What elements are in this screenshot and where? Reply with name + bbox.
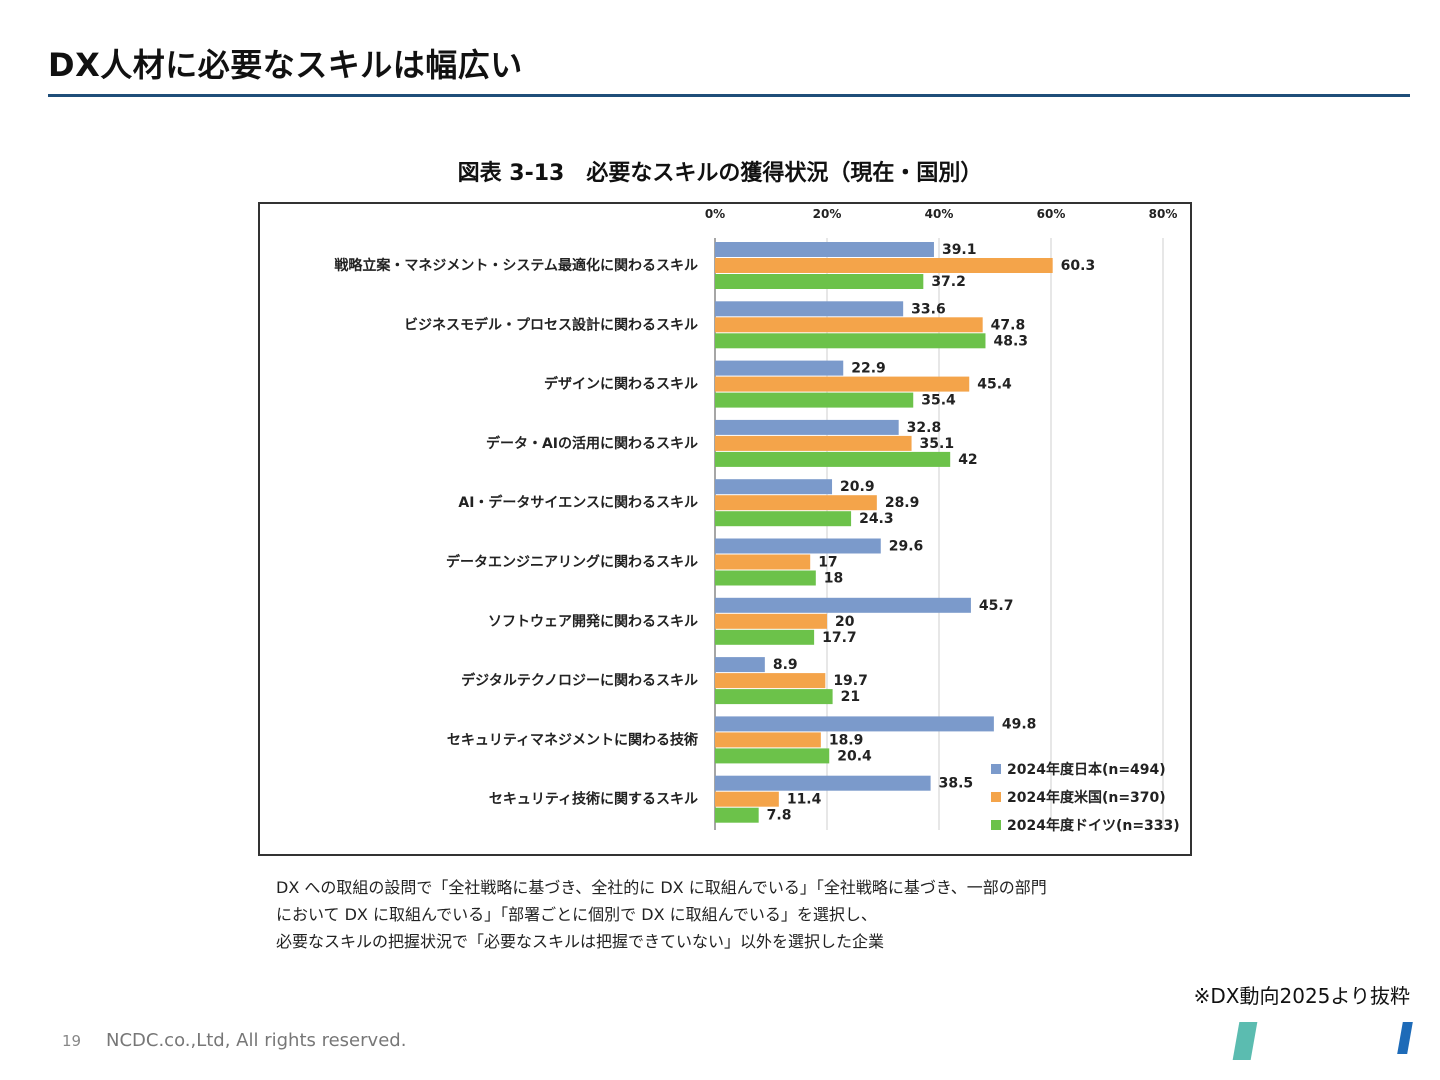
category-label: データ・AIの活用に関わるスキル [486, 435, 698, 452]
data-label: 28.9 [885, 495, 920, 511]
chart-title-line: 図表 3-13 必要なスキルの獲得状況（現在・国別） [0, 155, 1440, 187]
data-label: 17.7 [822, 630, 857, 646]
bar [715, 538, 881, 554]
bar [715, 258, 1053, 273]
bar [715, 613, 827, 629]
bar [715, 301, 904, 317]
data-label: 37.2 [931, 274, 966, 290]
bar [715, 748, 830, 764]
bar [715, 479, 833, 495]
bar [715, 360, 844, 376]
data-label: 35.4 [921, 393, 956, 409]
bar [715, 242, 934, 257]
data-label: 42 [958, 452, 977, 468]
legend-swatch [991, 820, 1001, 830]
bar [715, 435, 912, 451]
data-label: 20.4 [837, 748, 872, 764]
bar [715, 657, 765, 673]
bar [715, 716, 994, 732]
category-label: 戦略立案・マネジメント・システム最適化に関わるスキル [334, 257, 698, 274]
category-label: デザインに関わるスキル [544, 376, 698, 393]
bar [715, 570, 816, 586]
figure-label: 図表 3-13 [457, 161, 565, 186]
data-label: 18 [824, 571, 843, 587]
bar [715, 689, 833, 705]
bar [715, 274, 924, 289]
bar [715, 511, 852, 527]
bar [715, 392, 914, 408]
logo-stripe-blue [1397, 1022, 1413, 1054]
slide-title: DX人材に必要なスキルは幅広い [48, 46, 523, 84]
data-label: 29.6 [889, 539, 924, 555]
legend-label: 2024年度日本(n=494) [1007, 761, 1166, 778]
bar [715, 597, 971, 613]
bar-chart: 0% 20% 40% 60% 80% 戦略立案・マネジメント・システム最適化に関わるスキル… [334, 207, 1180, 834]
data-label: 38.5 [939, 776, 974, 792]
data-label: 35.1 [920, 436, 955, 452]
data-label: 45.7 [979, 598, 1014, 614]
bar [715, 629, 815, 645]
bar [715, 495, 877, 511]
copyright: NCDC.co.,Ltd, All rights reserved. [106, 1030, 407, 1051]
category-label: ソフトウェア開発に関わるスキル [488, 613, 698, 630]
bar [715, 775, 931, 791]
data-label: 45.4 [977, 377, 1012, 393]
data-label: 60.3 [1061, 258, 1096, 274]
bar [715, 317, 983, 333]
note-line: 必要なスキルの把握状況で「必要なスキルは把握できていない」以外を選択した企業 [276, 932, 885, 951]
title-divider [48, 94, 1410, 97]
data-label: 21 [841, 689, 860, 705]
legend-label: 2024年度米国(n=370) [1007, 789, 1166, 806]
data-label: 39.1 [942, 242, 977, 258]
bar [715, 451, 951, 467]
x-tick-label: 60% [1037, 207, 1066, 221]
legend-swatch [991, 792, 1001, 802]
category-label: セキュリティマネジメントに関わる技術 [447, 731, 698, 748]
logo-stripe-teal [1232, 1022, 1258, 1060]
chart-frame: 0% 20% 40% 60% 80% 戦略立案・マネジメント・システム最適化に関わるスキル… [258, 202, 1192, 856]
data-label: 19.7 [833, 673, 868, 689]
data-label: 24.3 [859, 511, 894, 527]
data-label: 20.9 [840, 479, 875, 495]
data-label: 49.8 [1002, 716, 1037, 732]
x-tick-label: 80% [1149, 207, 1178, 221]
category-label: ビジネスモデル・プロセス設計に関わるスキル [404, 316, 698, 333]
data-label: 20 [835, 614, 855, 630]
category-label: データエンジニアリングに関わるスキル [446, 554, 698, 571]
chart-title: 必要なスキルの獲得状況（現在・国別） [586, 161, 983, 186]
x-tick-label: 20% [813, 207, 842, 221]
note-line: において DX に取組んでいる」「部署ごとに個別で DX に取組んでいる」を選択… [276, 905, 877, 924]
data-label: 11.4 [787, 792, 822, 808]
page-number: 19 [62, 1032, 82, 1050]
bar [715, 673, 826, 689]
category-label: デジタルテクノロジーに関わるスキル [461, 672, 698, 689]
x-tick-label: 0% [705, 207, 725, 221]
bar [715, 333, 986, 349]
data-label: 32.8 [907, 420, 942, 436]
x-tick-label: 40% [925, 207, 954, 221]
category-label: セキュリティ技術に関するスキル [489, 791, 698, 808]
data-label: 47.8 [991, 317, 1026, 333]
legend-label: 2024年度ドイツ(n=333) [1007, 817, 1180, 834]
data-label: 22.9 [851, 361, 886, 377]
legend-swatch [991, 764, 1001, 774]
bar [715, 791, 779, 807]
survey-note: DX への取組の設問で「全社戦略に基づき、全社的に DX に取組んでいる」「全社… [276, 874, 1176, 955]
data-label: 18.9 [829, 732, 864, 748]
data-label: 17 [818, 555, 837, 571]
footer: 19 NCDC.co.,Ltd, All rights reserved. [62, 1030, 406, 1051]
bar [715, 807, 759, 823]
data-label: 8.9 [773, 657, 798, 673]
data-label: 7.8 [767, 808, 792, 824]
note-line: DX への取組の設問で「全社戦略に基づき、全社的に DX に取組んでいる」「全社… [276, 878, 1047, 897]
source-note: ※DX動向2025より抜粋 [1193, 984, 1410, 1008]
bar [715, 419, 899, 435]
category-label: AI・データサイエンスに関わるスキル [458, 494, 698, 511]
bar [715, 554, 811, 570]
bar [715, 732, 821, 748]
data-label: 33.6 [911, 301, 946, 317]
data-label: 48.3 [993, 333, 1028, 349]
bar [715, 376, 970, 392]
